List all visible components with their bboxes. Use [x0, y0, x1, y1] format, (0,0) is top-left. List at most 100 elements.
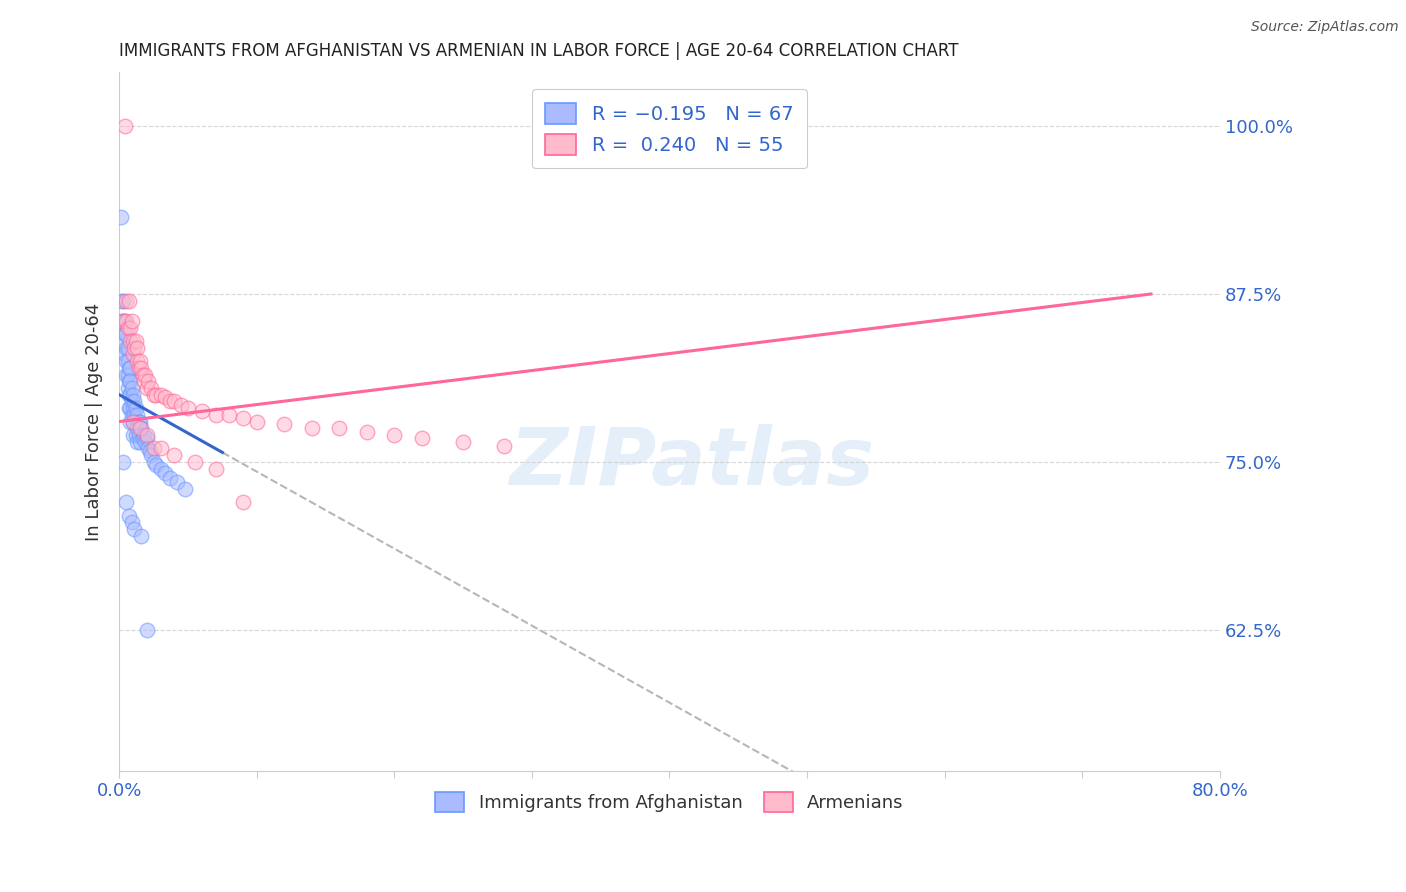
Point	[191, 404, 214, 418]
Point	[142, 387, 165, 401]
Point	[129, 354, 152, 368]
Point	[135, 431, 157, 445]
Point	[246, 415, 269, 429]
Point	[129, 529, 152, 543]
Point	[122, 387, 145, 401]
Text: Source: ZipAtlas.com: Source: ZipAtlas.com	[1251, 20, 1399, 34]
Point	[114, 347, 136, 361]
Point	[411, 431, 433, 445]
Point	[120, 360, 142, 375]
Point	[112, 334, 135, 348]
Point	[356, 425, 378, 440]
Point	[129, 434, 152, 449]
Point	[134, 368, 156, 382]
Point	[115, 368, 138, 382]
Point	[118, 508, 141, 523]
Point	[135, 381, 157, 395]
Point	[124, 522, 146, 536]
Point	[117, 320, 139, 334]
Point	[125, 401, 148, 416]
Point	[451, 434, 474, 449]
Point	[120, 320, 142, 334]
Point	[163, 448, 186, 462]
Point	[139, 381, 162, 395]
Point	[159, 471, 181, 485]
Point	[117, 381, 139, 395]
Point	[120, 334, 142, 348]
Point	[218, 408, 240, 422]
Point	[184, 455, 207, 469]
Point	[120, 387, 142, 401]
Text: ZIPatlas: ZIPatlas	[509, 425, 875, 502]
Point	[138, 444, 160, 458]
Point	[128, 360, 150, 375]
Point	[114, 314, 136, 328]
Point	[115, 354, 138, 368]
Point	[115, 327, 138, 342]
Point	[122, 428, 145, 442]
Point	[273, 417, 295, 432]
Point	[127, 408, 149, 422]
Point	[153, 391, 176, 405]
Point	[110, 211, 132, 225]
Point	[125, 415, 148, 429]
Point	[122, 401, 145, 416]
Point	[494, 439, 516, 453]
Point	[127, 421, 149, 435]
Point	[120, 374, 142, 388]
Point	[134, 434, 156, 449]
Point	[204, 461, 226, 475]
Point	[115, 341, 138, 355]
Point	[112, 314, 135, 328]
Point	[115, 495, 138, 509]
Point	[139, 448, 162, 462]
Point	[124, 341, 146, 355]
Point	[118, 374, 141, 388]
Point	[131, 368, 153, 382]
Point	[136, 374, 159, 388]
Point	[120, 415, 142, 429]
Point	[117, 368, 139, 382]
Point	[131, 431, 153, 445]
Point	[301, 421, 323, 435]
Point	[112, 455, 135, 469]
Point	[232, 410, 254, 425]
Point	[121, 381, 143, 395]
Point	[125, 334, 148, 348]
Point	[149, 461, 172, 475]
Point	[121, 516, 143, 530]
Point	[111, 293, 134, 308]
Point	[159, 394, 181, 409]
Point	[232, 495, 254, 509]
Point	[136, 442, 159, 456]
Point	[129, 360, 152, 375]
Legend: Immigrants from Afghanistan, Armenians: Immigrants from Afghanistan, Armenians	[423, 780, 917, 824]
Point	[145, 387, 167, 401]
Point	[128, 415, 150, 429]
Point	[127, 341, 149, 355]
Point	[122, 334, 145, 348]
Point	[120, 401, 142, 416]
Point	[166, 475, 188, 489]
Text: IMMIGRANTS FROM AFGHANISTAN VS ARMENIAN IN LABOR FORCE | AGE 20-64 CORRELATION C: IMMIGRANTS FROM AFGHANISTAN VS ARMENIAN …	[120, 42, 959, 60]
Point	[135, 428, 157, 442]
Point	[142, 442, 165, 456]
Point	[124, 394, 146, 409]
Point	[129, 415, 152, 429]
Point	[135, 623, 157, 637]
Point	[204, 408, 226, 422]
Point	[384, 428, 406, 442]
Y-axis label: In Labor Force | Age 20-64: In Labor Force | Age 20-64	[86, 302, 103, 541]
Point	[122, 347, 145, 361]
Point	[118, 360, 141, 375]
Point	[114, 327, 136, 342]
Point	[129, 421, 152, 435]
Point	[145, 458, 167, 472]
Point	[149, 442, 172, 456]
Point	[125, 428, 148, 442]
Point	[589, 119, 612, 133]
Point	[129, 421, 152, 435]
Point	[121, 314, 143, 328]
Point	[174, 482, 197, 496]
Point	[115, 293, 138, 308]
